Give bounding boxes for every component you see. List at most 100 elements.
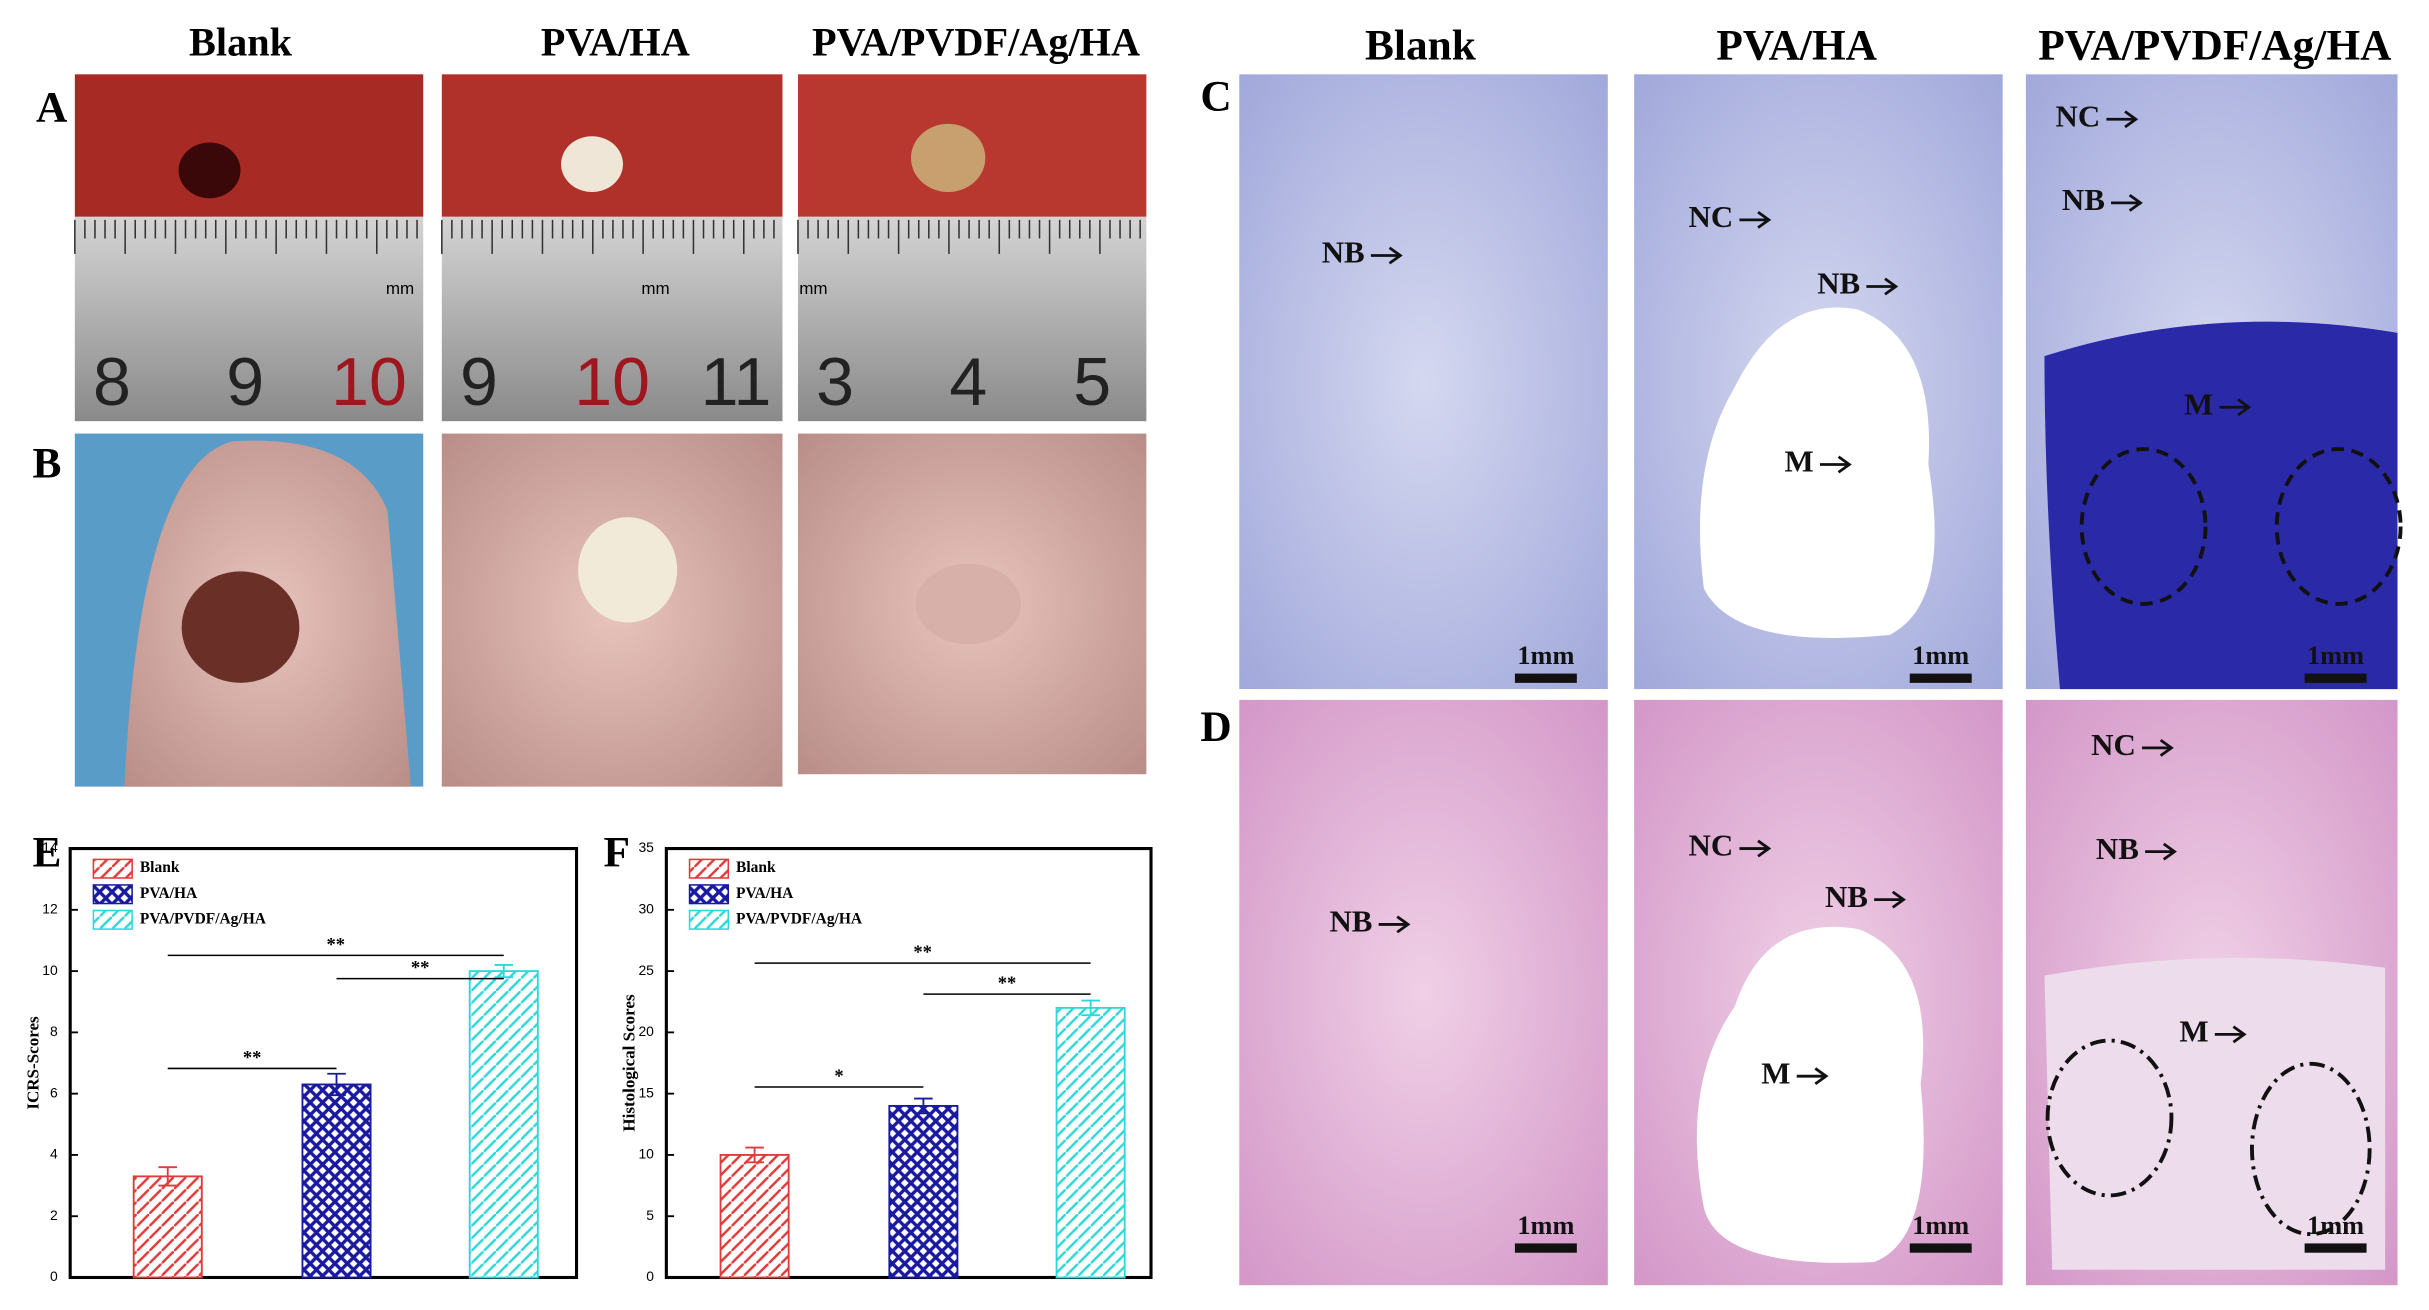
y-tick-label: 20	[638, 1023, 654, 1039]
scale-label: 1mm	[1517, 1211, 1574, 1240]
significance-label: *	[834, 1066, 843, 1087]
structure-label: M	[2184, 386, 2213, 421]
scale-bar	[1909, 673, 1972, 683]
structure-label: NC	[2091, 727, 2136, 762]
error-bar	[327, 1072, 346, 1097]
error-bar	[158, 1166, 178, 1187]
y-tick-label: 10	[42, 962, 58, 978]
region-circle	[2274, 447, 2403, 606]
structure-label: NC	[1689, 828, 1734, 863]
y-tick-label: 8	[50, 1023, 58, 1039]
structure-label: NB	[2062, 182, 2105, 217]
legend-swatch	[92, 884, 133, 905]
tissue	[2044, 321, 2398, 690]
significance-label: **	[998, 973, 1017, 994]
ruler-number: 8	[93, 344, 131, 420]
scale-bar	[2304, 1243, 2367, 1253]
arrow-head	[1884, 277, 1899, 296]
y-tick-label: 4	[50, 1146, 58, 1162]
y-axis-label: ICRS-Scores	[23, 1016, 42, 1110]
bar	[719, 1154, 790, 1279]
structure-label: NB	[1322, 235, 1365, 270]
y-tick-label: 14	[42, 839, 58, 855]
bar	[888, 1104, 959, 1279]
scale-bar	[2304, 673, 2367, 683]
ruler-number: 5	[1073, 344, 1111, 420]
arrow-head	[2128, 193, 2143, 212]
region-circle	[2045, 1038, 2174, 1198]
scale-label: 1mm	[2307, 641, 2364, 670]
structure-label: NC	[1689, 199, 1734, 234]
error-bar	[1081, 999, 1100, 1017]
column-header: PVA/HA	[541, 20, 690, 65]
photo	[74, 74, 424, 217]
ruler-unit: mm	[641, 279, 669, 298]
column-header: PVA/PVDF/Ag/HA	[2038, 22, 2391, 70]
structure-label: NB	[1817, 266, 1860, 301]
histology-image	[1239, 74, 1608, 690]
scale-label: 1mm	[1912, 641, 1969, 670]
significance-label: **	[411, 958, 430, 979]
scale-bar	[1514, 673, 1577, 683]
cavity	[1696, 926, 1924, 1263]
y-tick-label: 2	[50, 1207, 58, 1223]
scale-label: 1mm	[1517, 641, 1574, 670]
implant	[915, 563, 1021, 645]
bar	[301, 1083, 372, 1279]
significance-label: **	[243, 1047, 262, 1068]
arrow-head	[2237, 398, 2252, 417]
scale-bar	[1909, 1243, 1972, 1253]
error-bar	[914, 1097, 933, 1115]
panel-letter: D	[1200, 703, 1231, 751]
legend-label: PVA/HA	[140, 885, 198, 902]
tissue	[2044, 957, 2386, 1270]
structure-label: M	[1761, 1055, 1790, 1090]
significance-label: **	[326, 934, 345, 955]
ruler-number: 10	[331, 344, 407, 420]
panel-letter: C	[1200, 73, 1231, 121]
arrow-head	[1396, 915, 1411, 934]
arrow-head	[2162, 842, 2177, 861]
y-tick-label: 30	[638, 901, 654, 917]
ruler-number: 3	[816, 344, 854, 420]
y-tick-label: 0	[646, 1268, 654, 1284]
ruler-unit: mm	[386, 279, 414, 298]
panel-letter: B	[32, 440, 61, 488]
legend-label: Blank	[140, 859, 180, 876]
implant	[561, 136, 623, 193]
legend-swatch	[688, 858, 730, 879]
region-circle	[2079, 447, 2208, 606]
bar	[132, 1175, 203, 1279]
structure-label: NB	[2096, 831, 2139, 866]
implant	[578, 517, 678, 623]
cavity	[1699, 307, 1935, 638]
arrow-head	[1757, 211, 1772, 229]
ruler-number: 11	[701, 344, 772, 420]
ruler-number: 10	[574, 344, 650, 420]
legend-label: PVA/PVDF/Ag/HA	[140, 910, 267, 927]
scale-label: 1mm	[2307, 1211, 2364, 1240]
structure-label: NC	[2056, 98, 2101, 133]
arrow-head	[2159, 739, 2174, 757]
ruler-number: 9	[460, 344, 498, 420]
y-tick-label: 6	[50, 1084, 58, 1100]
significance-label: **	[913, 942, 932, 963]
y-tick-label: 10	[638, 1146, 654, 1162]
bar	[468, 970, 539, 1279]
column-header: PVA/PVDF/Ag/HA	[812, 20, 1140, 65]
scale-label: 1mm	[1912, 1211, 1969, 1240]
arrow-head	[1814, 1067, 1829, 1086]
legend-label: PVA/PVDF/Ag/HA	[736, 910, 863, 927]
ruler-unit: mm	[799, 279, 827, 298]
y-tick-label: 25	[638, 962, 654, 978]
arrow-head	[2124, 110, 2139, 129]
legend-label: Blank	[736, 859, 776, 876]
panel-letter: F	[604, 828, 630, 876]
error-bar	[745, 1146, 764, 1164]
structure-label: M	[2179, 1013, 2208, 1048]
structure-label: NB	[1825, 879, 1868, 914]
structure-label: NB	[1329, 904, 1372, 939]
legend-swatch	[688, 909, 730, 930]
arrow-head	[1388, 246, 1403, 265]
